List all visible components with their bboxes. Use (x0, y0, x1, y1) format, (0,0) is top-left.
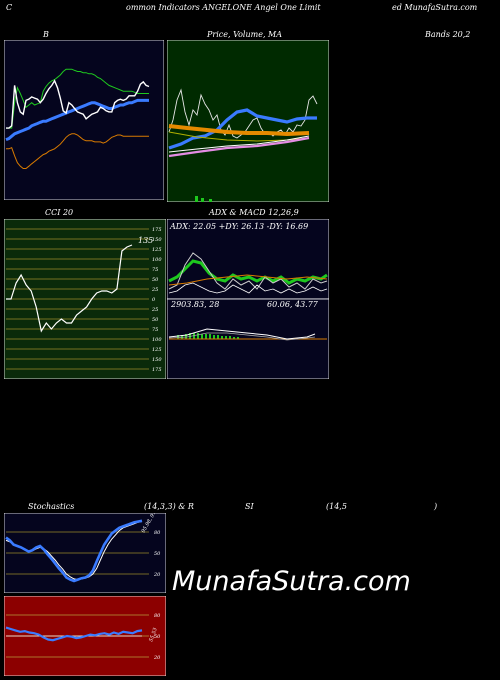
adx-green-line (168, 259, 328, 285)
macd-hist-bar (233, 337, 235, 339)
header-title: ommon Indicators ANGELONE Angel One Limi… (126, 3, 321, 12)
bands-title: Bands 20,2 (425, 30, 471, 39)
cci-tick-label: 150 (152, 237, 162, 243)
stoch-k-line (5, 519, 143, 583)
cci-tick-label: 100 (152, 257, 162, 263)
price-ma-chart (167, 40, 329, 202)
bollinger-chart (4, 40, 164, 200)
cci-chart: 175 150 125 100 75 50 25 0 25 50 75 100 125 150 175 13… (4, 219, 166, 379)
macd-readout-2: 60.06, 43.77 (267, 300, 319, 309)
adx-readout: ADX: 22.05 +DY: 26.13 -DY: 16.69 (169, 222, 308, 231)
cci-tick-label: 100 (152, 337, 162, 343)
rsi-params: (14,5 (326, 502, 347, 511)
macd-line (168, 328, 316, 340)
cci-tick-label: 50 (152, 277, 159, 283)
bollinger-upper-band (6, 68, 149, 129)
cci-tick-label: 175 (152, 227, 162, 233)
price-ma-title: Price, Volume, MA (207, 30, 283, 39)
cci-tick-label: 175 (152, 367, 162, 373)
volume-bar (195, 196, 198, 202)
bollinger-middle-band (5, 98, 149, 142)
ma-white (168, 135, 310, 153)
rsi-tick-label: 80 (154, 613, 161, 619)
cci-tick-label: 25 (151, 307, 158, 313)
stoch-tick-label: 20 (153, 572, 161, 578)
rsi-tick-label: 50 (154, 634, 161, 640)
macd-hist-bar (209, 334, 211, 339)
stoch-tick-label: 50 (154, 551, 161, 557)
adx-bg (167, 219, 329, 300)
adx-macd-chart: ADX: 22.05 +DY: 26.13 -DY: 16.69 2903.83… (167, 219, 329, 379)
price-ma-bg (167, 40, 329, 202)
stoch-title: Stochastics (28, 502, 75, 511)
watermark: MunafaSutra.com (172, 566, 411, 597)
bollinger-title: B (43, 30, 49, 39)
ma-orange (168, 124, 310, 137)
volume-bar (209, 199, 212, 202)
volume-bars (195, 196, 212, 202)
macd-hist-bar (225, 336, 227, 339)
bollinger-lower-band (6, 133, 149, 169)
volume-bar (201, 198, 204, 202)
cci-tick-label: 75 (152, 327, 158, 333)
rsi-line (5, 626, 143, 642)
rsi-chart: 80 50 20 55.53 (4, 596, 166, 676)
adx-white-line (168, 282, 328, 294)
macd-hist-bar (217, 335, 219, 339)
cci-tick-label: 125 (152, 247, 162, 253)
minus-di-line (168, 274, 328, 286)
rsi-title: SI (245, 502, 254, 511)
macd-hist-bar (201, 334, 203, 339)
cci-line (6, 244, 133, 333)
cci-tick-label: 50 (152, 317, 159, 323)
macd-signal (168, 332, 316, 341)
rsi-params-close: ) (434, 502, 438, 511)
cci-tick-label: 25 (151, 287, 158, 293)
ma-pink (168, 136, 310, 158)
macd-hist-bar (221, 336, 223, 339)
macd-readout-1: 2903.83, 28 (170, 300, 219, 309)
macd-hist-bar (205, 334, 207, 339)
macd-hist-bar (213, 335, 215, 339)
macd-hist-bar (177, 335, 179, 339)
plus-di-line (168, 252, 328, 290)
macd-hist-bar (185, 334, 187, 339)
cci-tick-label: 75 (152, 267, 158, 273)
rsi-last-value: 55.53 (148, 627, 159, 643)
stoch-params: (14,3,3) & R (144, 502, 194, 511)
stoch-tick-label: 80 (154, 530, 161, 536)
rsi-tick-label: 20 (153, 655, 161, 661)
cci-title: CCI 20 (45, 208, 74, 217)
macd-hist-bar (237, 337, 239, 339)
macd-hist-bar (197, 333, 199, 339)
header-site: ed MunafaSutra.com (392, 3, 478, 12)
macd-hist-bar (229, 336, 231, 339)
bollinger-bg (4, 40, 164, 200)
header-left: C (6, 3, 13, 12)
bollinger-price-line (6, 79, 150, 129)
cci-tick-label: 150 (152, 357, 162, 363)
cci-tick-label: 0 (152, 297, 156, 303)
cci-tick-label: 125 (152, 347, 162, 353)
cci-last-value: 135 (138, 236, 153, 245)
adx-macd-title: ADX & MACD 12,26,9 (209, 208, 299, 217)
